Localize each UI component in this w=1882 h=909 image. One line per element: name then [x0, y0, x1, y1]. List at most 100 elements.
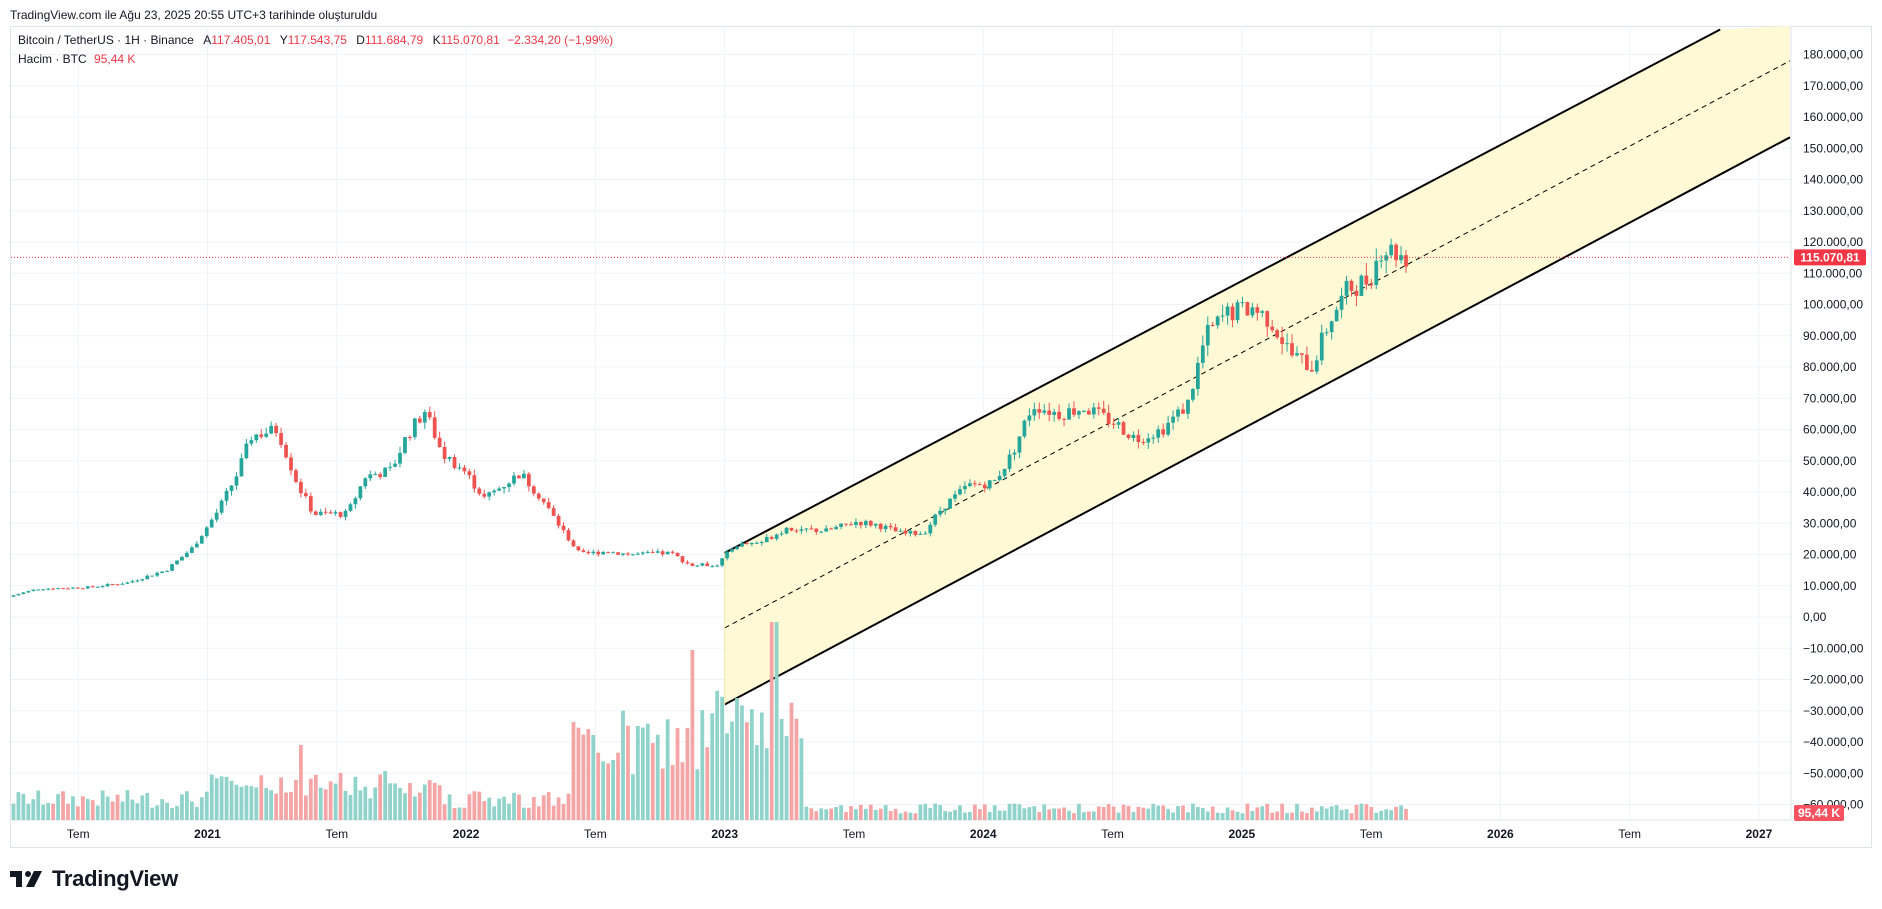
- candle-body: [705, 563, 710, 567]
- volume-bar: [546, 792, 551, 820]
- volume-bar: [943, 810, 948, 820]
- volume-bar: [1384, 809, 1389, 820]
- candle-body: [730, 549, 734, 552]
- volume-bar: [180, 794, 184, 820]
- volume-bar: [417, 792, 422, 820]
- price-tick-label: 90.000,00: [1803, 329, 1857, 343]
- candle-body: [1255, 307, 1260, 313]
- candle-body: [145, 575, 150, 580]
- volume-bar: [368, 798, 373, 820]
- candle-body: [56, 588, 60, 590]
- volume-bar: [1225, 807, 1230, 820]
- volume-bar: [1126, 805, 1131, 820]
- candle-body: [1339, 295, 1344, 310]
- volume-bar: [353, 776, 358, 820]
- candle-body: [26, 590, 31, 593]
- candle-body: [1384, 255, 1389, 261]
- candle-body: [1086, 410, 1091, 415]
- candle-body: [328, 512, 333, 514]
- volume-bar: [685, 727, 690, 820]
- volume-bar: [1329, 806, 1334, 820]
- volume-bar: [1141, 807, 1146, 820]
- candle-body: [1106, 412, 1111, 424]
- volume-bar: [601, 761, 606, 820]
- price-tick-label: −50.000,00: [1803, 766, 1864, 780]
- volume-bar: [735, 698, 739, 820]
- candle-body: [1176, 409, 1180, 417]
- candle-body: [809, 528, 814, 530]
- volume-bar: [170, 807, 174, 820]
- candle-body: [541, 498, 546, 503]
- last-price-label: 115.070,81: [1800, 250, 1860, 264]
- volume-bar: [502, 796, 506, 820]
- candle-body: [507, 483, 511, 488]
- volume-bar: [849, 806, 853, 820]
- volume-bar: [492, 806, 497, 820]
- candle-body: [457, 467, 462, 469]
- time-tick-label: Tem: [67, 827, 90, 841]
- volume-bar: [596, 752, 601, 820]
- volume-bar: [1047, 809, 1052, 820]
- candle-body: [759, 542, 764, 544]
- candle-body: [715, 565, 720, 567]
- volume-bar: [1235, 811, 1240, 820]
- candle-body: [566, 530, 571, 541]
- volume-bar: [626, 725, 630, 820]
- candle-body: [294, 470, 298, 482]
- tradingview-logo[interactable]: TradingView: [10, 866, 178, 892]
- candle-body: [987, 480, 992, 489]
- candle-body: [1245, 302, 1250, 316]
- candle-body: [636, 553, 640, 555]
- candle-body: [621, 553, 625, 555]
- candle-body: [388, 466, 392, 468]
- candle-body: [997, 475, 1002, 481]
- volume-bar: [1007, 803, 1012, 820]
- volume-bar: [1210, 806, 1215, 820]
- volume-bar: [754, 745, 759, 820]
- price-tick-label: 120.000,00: [1803, 235, 1863, 249]
- volume-bar: [1339, 809, 1344, 820]
- volume-bar: [190, 801, 194, 820]
- candle-body: [452, 457, 457, 468]
- candle-body: [601, 551, 606, 555]
- candle-body: [591, 551, 596, 554]
- volume-bar: [908, 812, 913, 820]
- volume-bar: [730, 721, 734, 820]
- volume-bar: [41, 804, 46, 820]
- change-value: −2.334,20 (−1,99%): [507, 33, 614, 47]
- candle-body: [754, 542, 759, 544]
- candle-body: [1300, 353, 1304, 355]
- volume-badge: [1794, 805, 1844, 821]
- volume-bar: [1324, 808, 1329, 820]
- volume-bar: [1161, 805, 1166, 820]
- candle-body: [784, 527, 789, 534]
- volume-bar: [958, 805, 962, 820]
- volume-bar: [294, 779, 298, 820]
- candle-body: [903, 530, 908, 534]
- candle-body: [923, 533, 928, 535]
- volume-bar: [1260, 806, 1265, 820]
- candle-body: [665, 551, 670, 555]
- volume-bar: [953, 809, 957, 820]
- volume-bar: [11, 803, 16, 820]
- volume-bar: [844, 812, 848, 820]
- candle-body: [249, 440, 254, 444]
- volume-bar: [551, 805, 556, 820]
- volume-bar: [1265, 803, 1270, 820]
- candle-body: [199, 536, 204, 544]
- candle-body: [95, 586, 100, 588]
- volume-bar: [388, 783, 392, 820]
- candle-body: [1042, 410, 1047, 413]
- candle-body: [472, 475, 477, 489]
- candle-body: [170, 564, 174, 571]
- chart-frame: [10, 26, 1872, 848]
- candle-body: [1032, 409, 1037, 416]
- candle-body: [968, 483, 972, 487]
- candles: [11, 238, 1408, 597]
- candle-body: [100, 586, 105, 588]
- candle-body: [333, 512, 338, 514]
- candle-body: [1072, 408, 1076, 415]
- candle-body: [427, 412, 432, 418]
- volume-bar: [526, 807, 531, 820]
